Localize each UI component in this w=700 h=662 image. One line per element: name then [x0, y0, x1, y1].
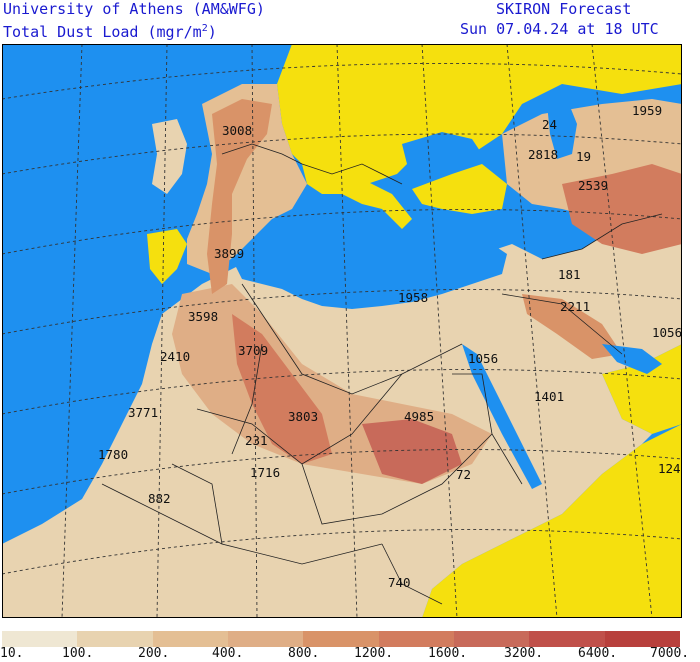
- concentration-label: 3598: [188, 309, 218, 324]
- concentration-label: 19: [576, 149, 591, 164]
- concentration-label: 4985: [404, 409, 434, 424]
- legend-swatch: [227, 631, 304, 647]
- graticule: [2, 44, 682, 618]
- product-label: Total Dust Load (mgr/m2): [3, 20, 217, 41]
- legend-tick: 200.: [138, 646, 170, 661]
- legend-tick: 1200.: [354, 646, 394, 661]
- dust-core-central: [362, 419, 462, 484]
- concentration-label: 1959: [632, 103, 662, 118]
- concentration-labels: 3008 1959 24 2818 19 2539 3899 181 1958 …: [98, 103, 682, 590]
- legend-tick: 6400.: [578, 646, 618, 661]
- legend-tick: 100.: [62, 646, 94, 661]
- legend-tick: 10.: [0, 646, 24, 661]
- legend-swatch: [77, 631, 153, 647]
- concentration-label: 72: [456, 467, 471, 482]
- low-dust-iberia: [147, 229, 187, 284]
- concentration-label: 1401: [534, 389, 564, 404]
- low-dust-arabia-south: [602, 344, 682, 434]
- model-label: SKIRON Forecast: [496, 0, 632, 18]
- country-borders: [101, 143, 663, 605]
- legend-swatch: [529, 631, 605, 647]
- legend-swatch: [453, 631, 530, 647]
- legend-tick: 7000.: [650, 646, 690, 661]
- red-sea: [462, 344, 542, 489]
- concentration-label: 3899: [214, 246, 244, 261]
- product-superscript: 2: [201, 23, 208, 34]
- legend-tick: 3200.: [504, 646, 544, 661]
- concentration-label: 2539: [578, 178, 608, 193]
- color-legend: [2, 631, 680, 647]
- dust-land-uk: [152, 119, 187, 194]
- low-dust-europe: [277, 44, 682, 184]
- persian-gulf: [602, 344, 662, 374]
- low-dust-turkey: [412, 164, 507, 214]
- legend-swatch: [604, 631, 680, 647]
- concentration-label: 2211: [560, 299, 590, 314]
- concentration-label: 1056: [468, 351, 498, 366]
- concentration-label: 740: [388, 575, 411, 590]
- dust-band-europe: [207, 99, 272, 294]
- dust-core-iraq: [522, 294, 622, 359]
- concentration-label: 3803: [288, 409, 318, 424]
- concentration-label: 181: [558, 267, 581, 282]
- concentration-label: 24: [542, 117, 557, 132]
- legend-swatch: [2, 631, 78, 647]
- valid-time-label: Sun 07.04.24 at 18 UTC: [460, 20, 659, 38]
- concentration-label: 1056: [652, 325, 682, 340]
- concentration-label: 2410: [160, 349, 190, 364]
- legend-tick: 1600.: [428, 646, 468, 661]
- mediterranean-sea: [232, 239, 507, 309]
- institution-label: University of Athens (AM&WFG): [3, 0, 265, 18]
- concentration-label: 1716: [250, 465, 280, 480]
- legend-swatch: [378, 631, 454, 647]
- concentration-label: 231: [245, 433, 268, 448]
- concentration-label: 2818: [528, 147, 558, 162]
- concentration-label: 1958: [398, 290, 428, 305]
- map-frame: [2, 44, 682, 618]
- dust-core-northeast: [562, 164, 682, 254]
- concentration-label: 3709: [238, 343, 268, 358]
- legend-swatch: [303, 631, 379, 647]
- product-prefix: Total Dust Load (mgr/m: [3, 23, 202, 41]
- legend-swatch: [152, 631, 228, 647]
- black-sea: [402, 132, 482, 174]
- dust-core-west: [232, 314, 332, 464]
- concentration-label: 3771: [128, 405, 158, 420]
- low-dust-balkans: [302, 164, 412, 229]
- concentration-label: 3008: [222, 123, 252, 138]
- low-dust-east-africa: [422, 424, 682, 618]
- dust-load-map: 3008 1959 24 2818 19 2539 3899 181 1958 …: [2, 44, 682, 618]
- concentration-label: 124: [658, 461, 681, 476]
- legend-tick: 800.: [288, 646, 320, 661]
- product-suffix: ): [207, 23, 217, 41]
- legend-tick: 400.: [212, 646, 244, 661]
- concentration-label: 1780: [98, 447, 128, 462]
- concentration-label: 882: [148, 491, 171, 506]
- caspian-sea: [547, 99, 577, 159]
